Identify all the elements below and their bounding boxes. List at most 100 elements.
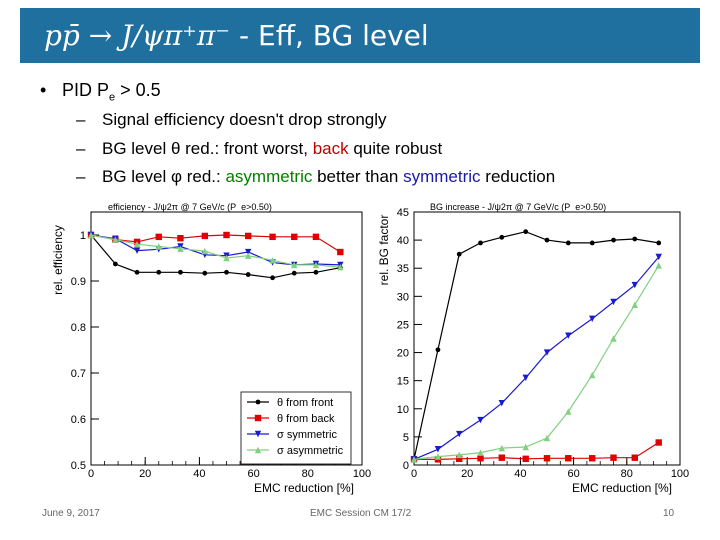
chart-2-data-point bbox=[610, 298, 617, 306]
chart-1-data-point bbox=[202, 270, 208, 276]
chart-1-xtick-label: 20 bbox=[139, 468, 151, 480]
chart-2-data-point bbox=[499, 234, 505, 240]
chart-2-data-point bbox=[477, 449, 484, 456]
chart-1-xtick-label: 60 bbox=[247, 468, 259, 480]
chart-2-ylabel: rel. BG factor bbox=[377, 215, 391, 286]
chart-1-data-point bbox=[224, 269, 229, 275]
chart-2-data-point bbox=[631, 301, 638, 308]
chart-1-data-point bbox=[177, 235, 184, 242]
footer-center: EMC Session CM 17/2 bbox=[310, 508, 412, 519]
chart-1-data-point bbox=[155, 243, 162, 250]
chart-1-legend-marker bbox=[254, 414, 262, 422]
title-rest: - Eff, BG level bbox=[230, 19, 429, 52]
chart-1-data-point bbox=[201, 247, 209, 255]
chart-1-data-point bbox=[178, 269, 183, 275]
chart-1-legend-entry-4 bbox=[247, 446, 269, 454]
chart-1-xtick-label: 100 bbox=[353, 468, 371, 480]
chart-1-legend-label: θ from back bbox=[277, 413, 335, 425]
chart-2-series-line bbox=[414, 441, 660, 460]
title-math: pp̄ → J/ψπ⁺π⁻ bbox=[44, 19, 231, 52]
chart-2-series-line bbox=[413, 256, 660, 460]
chart-1-ylabel: rel. efficiency bbox=[51, 225, 65, 295]
chart-1-legend-label: θ from front bbox=[277, 397, 333, 409]
sub-bullet-2-a: BG level θ red.: front worst, bbox=[102, 139, 313, 158]
chart-1-legend-entry-3 bbox=[247, 430, 269, 438]
chart-1-series-line bbox=[90, 234, 341, 253]
bullet-prefix: PID P bbox=[62, 80, 110, 100]
chart-1-data-point bbox=[201, 232, 209, 240]
chart-2-series-line bbox=[413, 265, 660, 460]
footer-date: June 9, 2017 bbox=[42, 508, 100, 519]
chart-2-data-point bbox=[477, 416, 484, 424]
chart-2-xtick-label: 60 bbox=[567, 468, 579, 480]
chart-2-data-point bbox=[498, 454, 505, 461]
chart-2-data-point bbox=[631, 281, 638, 289]
chart-2-data-point bbox=[565, 455, 572, 462]
chart-1-data-point bbox=[155, 233, 162, 241]
sub-dash: – bbox=[76, 110, 86, 129]
chart-1-data-point bbox=[269, 233, 276, 241]
chart-1-data-point bbox=[133, 247, 141, 254]
chart-2-xlabel: EMC reduction [%] bbox=[572, 481, 672, 495]
sub-bullet-3: – BG level φ red.: asymmetric better than… bbox=[76, 167, 555, 187]
chart-1-legend-entry-1 bbox=[247, 399, 269, 405]
chart-2-xtick-label: 0 bbox=[411, 468, 417, 480]
chart-1-data-point bbox=[223, 231, 230, 239]
sub-bullet-3-e: reduction bbox=[480, 167, 556, 186]
chart-1-legend-marker bbox=[254, 430, 262, 438]
chart-2-data-point bbox=[610, 335, 617, 342]
chart-2-ytick-label: 25 bbox=[397, 319, 409, 331]
chart-1-data-point bbox=[337, 248, 344, 256]
chart-2-data-point bbox=[522, 455, 529, 463]
chart-1-series-4 bbox=[87, 231, 344, 271]
chart-1-xtick-label: 80 bbox=[302, 468, 314, 480]
footer-page: 10 bbox=[663, 508, 675, 519]
sub-bullet-3-asym: asymmetric bbox=[225, 167, 313, 186]
chart-1-data-point bbox=[269, 257, 276, 264]
sub-bullet-2: – BG level θ red.: front worst, back quit… bbox=[76, 139, 442, 159]
chart-2-data-point bbox=[498, 399, 505, 407]
chart-2-data-point bbox=[589, 315, 596, 323]
chart-1-xtick-label: 0 bbox=[88, 468, 94, 480]
chart-2-data-point bbox=[434, 446, 442, 453]
chart-1-legend-label: σ asymmetric bbox=[277, 445, 344, 457]
chart-2-data-point bbox=[565, 332, 572, 339]
chart-1-data-point bbox=[133, 241, 141, 248]
chart-2-data-point bbox=[565, 240, 571, 246]
chart-1-legend-label: σ symmetric bbox=[277, 429, 337, 441]
chart-2-data-point bbox=[543, 455, 551, 462]
chart-1-title: efficiency - J/ψ2π @ 7 GeV/c (P_e>0.50) bbox=[108, 202, 272, 212]
chart-2-data-point bbox=[589, 455, 596, 462]
chart-2-data-point bbox=[477, 455, 484, 462]
chart-1-xtick-label: 40 bbox=[193, 468, 205, 480]
chart-1-ytick-label: 0.5 bbox=[71, 460, 86, 472]
chart-2-data-point bbox=[410, 456, 418, 463]
chart-2-data-point bbox=[631, 454, 638, 461]
chart-2-ytick-label: 10 bbox=[397, 404, 409, 416]
chart-2-data-point bbox=[456, 430, 463, 438]
chart-2-data-point bbox=[611, 237, 616, 243]
sub-bullet-3-c: better than bbox=[312, 167, 404, 186]
chart-2-data-point bbox=[456, 455, 463, 463]
chart-2-data-point bbox=[589, 371, 596, 379]
chart-2-data-point bbox=[522, 374, 529, 382]
chart-2-frame bbox=[413, 211, 681, 466]
bullet-dot: • bbox=[40, 80, 47, 100]
chart-1-data-point bbox=[244, 248, 252, 256]
chart-1-data-point bbox=[244, 232, 252, 240]
chart-2-data-point bbox=[610, 454, 617, 461]
chart-2-data-point bbox=[478, 240, 483, 246]
sub-dash: – bbox=[76, 139, 86, 158]
bullet-pid: • PID Pe > 0.5 bbox=[40, 80, 161, 104]
sub-bullet-3-sym: symmetric bbox=[403, 167, 481, 186]
chart-1-data-point bbox=[156, 269, 162, 275]
chart-2-ytick-label: 15 bbox=[397, 376, 409, 388]
chart-1-series-2 bbox=[87, 231, 344, 256]
sub-dash: – bbox=[76, 167, 86, 186]
chart-1-series-line bbox=[90, 234, 341, 268]
chart-1-xlabel: EMC reduction [%] bbox=[254, 481, 354, 495]
chart-2-xtick-label: 40 bbox=[514, 468, 526, 480]
chart-2-data-point bbox=[498, 444, 505, 452]
chart-1-series-line bbox=[90, 234, 341, 266]
